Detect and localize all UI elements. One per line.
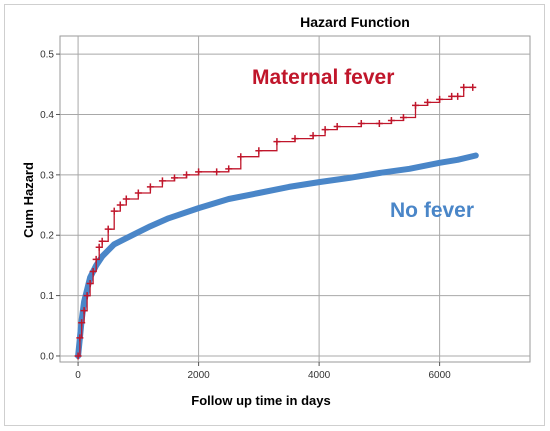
maternal-fever-point xyxy=(83,292,91,300)
x-tick-label: 4000 xyxy=(308,370,331,381)
maternal-fever-point xyxy=(95,243,103,251)
maternal-fever-point xyxy=(76,334,84,342)
maternal-fever-point xyxy=(469,83,477,91)
maternal-fever-point xyxy=(387,117,395,125)
maternal-fever-point xyxy=(80,307,88,315)
maternal-fever-point xyxy=(116,201,124,209)
y-tick-label: 0.2 xyxy=(40,231,54,242)
maternal-fever-point xyxy=(92,255,100,263)
maternal-fever-point xyxy=(98,237,106,245)
maternal-fever-point xyxy=(86,280,94,288)
maternal-fever-point xyxy=(122,195,130,203)
maternal-fever-point xyxy=(460,83,468,91)
grid-lines xyxy=(56,36,530,366)
maternal-fever-point xyxy=(273,138,281,146)
x-axis-label: Follow up time in days xyxy=(191,393,330,408)
no-fever-line xyxy=(75,152,479,359)
maternal-fever-point xyxy=(321,126,329,134)
series-label-maternal-fever: Maternal fever xyxy=(252,66,394,89)
maternal-fever-point xyxy=(110,207,118,215)
y-tick-label: 0.1 xyxy=(40,291,54,302)
y-axis-label: Cum Hazard xyxy=(21,162,36,238)
maternal-fever-point xyxy=(255,147,263,155)
maternal-fever-point xyxy=(309,132,317,140)
maternal-fever-point xyxy=(146,183,154,191)
maternal-fever-point xyxy=(195,168,203,176)
maternal-fever-point xyxy=(104,225,112,233)
maternal-fever-point xyxy=(225,165,233,173)
maternal-fever-point xyxy=(412,101,420,109)
y-tick-label: 0.0 xyxy=(40,351,54,362)
maternal-fever-point xyxy=(424,98,432,106)
maternal-fever-point xyxy=(183,171,191,179)
y-tick-label: 0.5 xyxy=(40,50,54,61)
maternal-fever-point xyxy=(357,120,365,128)
maternal-fever-point xyxy=(158,177,166,185)
maternal-fever-point xyxy=(448,92,456,100)
maternal-fever-point xyxy=(291,135,299,143)
x-tick-label: 0 xyxy=(75,370,81,381)
maternal-fever-point xyxy=(399,114,407,121)
tick-labels: 0 2000 4000 6000 0.0 0.1 0.2 0.3 0.4 0.5 xyxy=(40,50,451,381)
maternal-fever-point xyxy=(375,120,383,128)
y-tick-label: 0.3 xyxy=(40,170,54,181)
maternal-fever-point xyxy=(436,95,444,103)
maternal-fever-point xyxy=(333,123,341,131)
maternal-fever-point xyxy=(134,189,142,197)
series-layer xyxy=(74,83,479,360)
x-tick-label: 2000 xyxy=(187,370,210,381)
y-tick-label: 0.4 xyxy=(40,110,54,121)
series-label-no-fever: No fever xyxy=(390,199,474,222)
maternal-fever-point xyxy=(170,174,178,182)
maternal-fever-point xyxy=(78,319,86,327)
maternal-fever-point xyxy=(213,168,221,176)
maternal-fever-point xyxy=(454,92,462,100)
maternal-fever-point xyxy=(89,267,97,275)
maternal-fever-point xyxy=(74,352,82,360)
x-tick-label: 6000 xyxy=(428,370,451,381)
maternal-fever-point xyxy=(237,153,245,161)
chart-title: Hazard Function xyxy=(300,14,410,30)
